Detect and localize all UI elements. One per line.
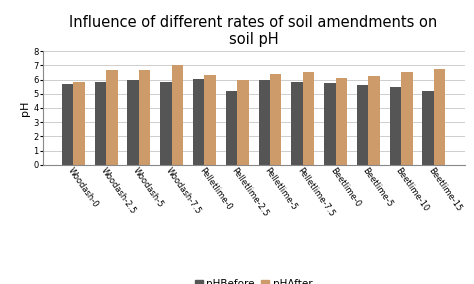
Bar <box>303 72 314 165</box>
Bar <box>62 84 73 165</box>
Bar <box>258 80 270 165</box>
Bar <box>336 78 347 165</box>
Title: Influence of different rates of soil amendments on
soil pH: Influence of different rates of soil ame… <box>70 15 438 47</box>
Bar <box>357 85 368 165</box>
Bar <box>128 80 139 165</box>
Bar <box>226 91 237 165</box>
Bar <box>422 91 434 165</box>
Bar <box>324 83 336 165</box>
Bar <box>368 76 380 165</box>
Bar <box>73 82 85 165</box>
Y-axis label: pH: pH <box>20 100 30 116</box>
Bar <box>401 72 412 165</box>
Bar <box>160 82 172 165</box>
Bar <box>139 70 150 165</box>
Bar <box>204 75 216 165</box>
Bar <box>193 79 204 165</box>
Bar <box>390 87 401 165</box>
Bar <box>237 80 249 165</box>
Bar <box>95 82 106 165</box>
Legend: pHBefore, pHAfter: pHBefore, pHAfter <box>191 275 317 284</box>
Bar <box>270 74 282 165</box>
Bar <box>172 65 183 165</box>
Bar <box>292 82 303 165</box>
Bar <box>106 70 118 165</box>
Bar <box>434 69 446 165</box>
